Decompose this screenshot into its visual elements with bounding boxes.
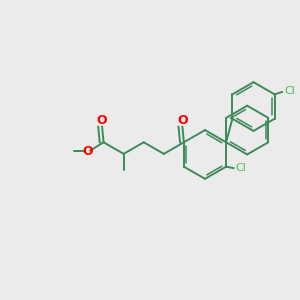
Text: O: O [82,145,93,158]
Text: O: O [97,114,107,128]
Text: Cl: Cl [236,163,247,173]
Text: O: O [177,114,188,128]
Text: Cl: Cl [284,86,295,96]
